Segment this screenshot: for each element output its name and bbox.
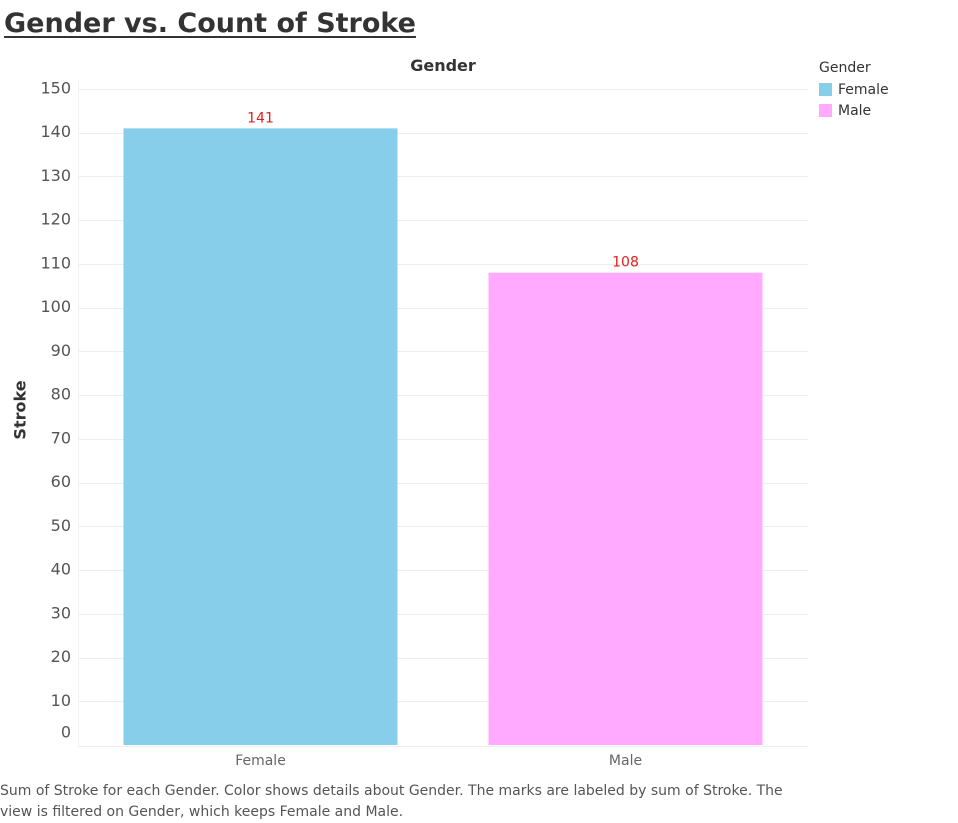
y-tick-label-120: 120 — [40, 210, 71, 229]
y-tick-label-60: 60 — [51, 472, 71, 491]
y-tick-label-110: 110 — [40, 253, 71, 272]
data-label-male: 108 — [612, 255, 639, 271]
bar-chart: 0 10 20 30 40 50 60 70 80 90 100 110 120 130 140 150 141… — [40, 79, 808, 769]
y-tick-label-100: 100 — [40, 297, 71, 316]
legend-label-female: Female — [838, 81, 889, 98]
chart-title: Gender vs. Count of Stroke — [4, 8, 416, 39]
y-tick-label-80: 80 — [51, 385, 71, 404]
legend-swatch-female — [819, 83, 832, 96]
chart-caption: Sum of Stroke for each Gender. Color sho… — [0, 783, 783, 820]
y-tick-label-30: 30 — [51, 603, 71, 622]
legend-item-female[interactable]: Female — [819, 79, 889, 100]
y-tick-label-90: 90 — [51, 341, 71, 360]
bar-male — [488, 272, 763, 745]
legend-title: Gender — [819, 60, 871, 76]
y-tick-label-70: 70 — [51, 428, 71, 447]
y-tick-label-0: 0 — [61, 723, 71, 742]
x-category-label-male: Male — [609, 753, 642, 769]
data-label-female: 141 — [247, 110, 274, 126]
legend-item-male[interactable]: Male — [819, 100, 889, 121]
y-tick-label-40: 40 — [51, 560, 71, 579]
y-tick-label-50: 50 — [51, 516, 71, 535]
y-tick-label-10: 10 — [51, 691, 71, 710]
y-tick-label-20: 20 — [51, 647, 71, 666]
x-category-label-female: Female — [235, 753, 286, 769]
y-tick-label-130: 130 — [40, 166, 71, 185]
y-tick-label-150: 150 — [40, 79, 71, 98]
y-tick-label-140: 140 — [40, 122, 71, 141]
legend-swatch-male — [819, 104, 832, 117]
legend-label-male: Male — [838, 102, 872, 119]
legend: Gender Female Male — [819, 60, 889, 121]
bar-female — [123, 128, 398, 746]
column-header: Gender — [410, 56, 476, 75]
